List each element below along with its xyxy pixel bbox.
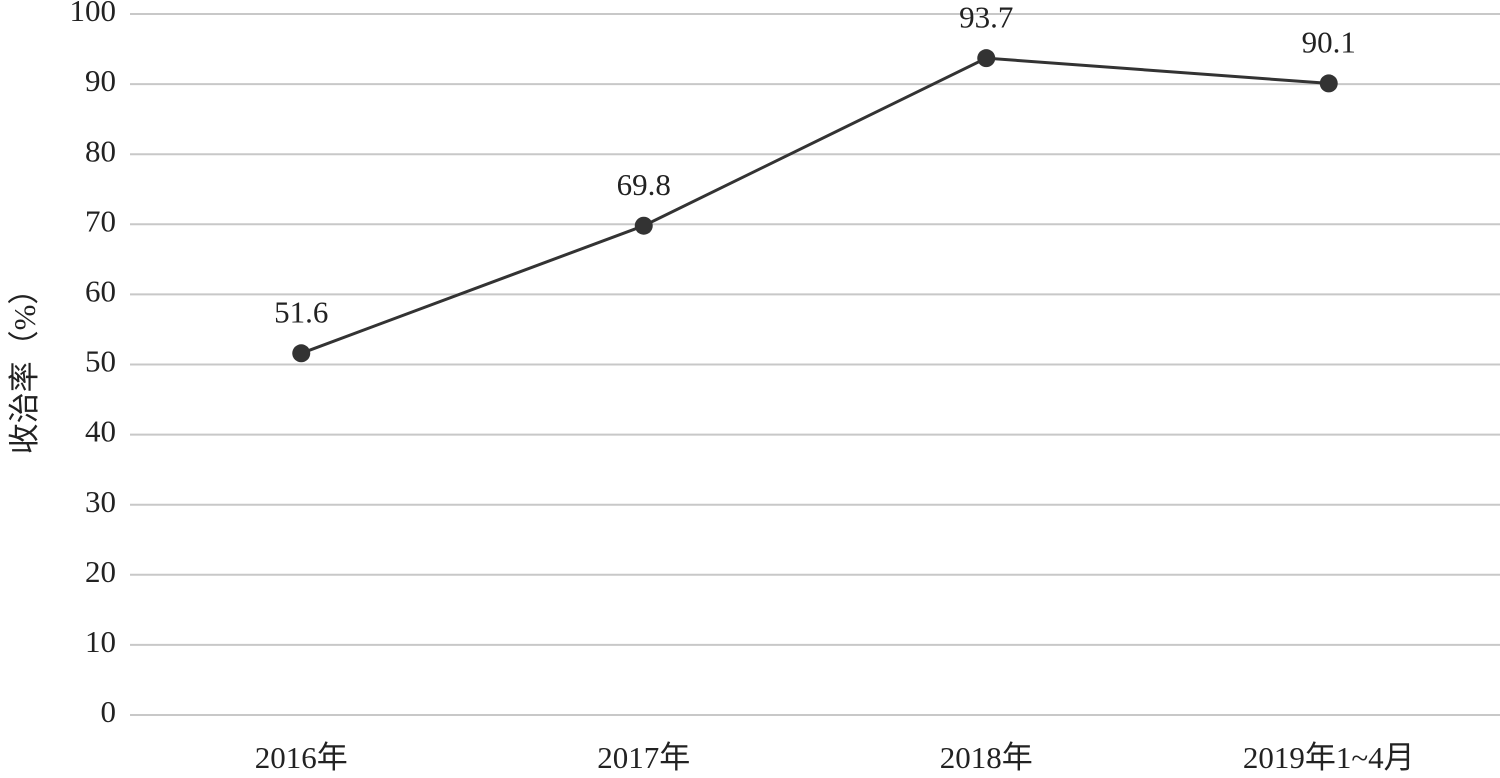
line [300,56,1329,355]
y-tick-label: 70 [85,203,116,238]
y-axis-label: 收治率（%） [7,274,42,455]
y-tick-label: 30 [85,484,116,519]
y-tick-label: 40 [85,414,116,449]
y-tick-label: 10 [85,624,116,659]
y-tick-label: 80 [85,133,116,168]
x-tick-label: 2016年 [255,740,348,775]
y-tick-label: 100 [70,0,117,28]
point [292,344,311,363]
x-tick-label: 2017年 [597,740,690,775]
point [977,49,996,68]
x-tick-label: 2018年 [940,740,1033,775]
y-tick-label: 20 [85,554,116,589]
y-tick-label: 60 [85,274,116,309]
data-label: 90.1 [1302,25,1356,60]
y-tick-label: 0 [101,694,117,729]
y-tick-label: 50 [85,344,116,379]
data-label: 51.6 [274,294,328,329]
data-label: 93.7 [959,0,1013,34]
point [634,216,653,235]
y-tick-label: 90 [85,63,116,98]
data-label: 69.8 [617,167,671,202]
x-tick-label: 2019年1~4月 [1243,740,1415,775]
point [1319,74,1338,93]
